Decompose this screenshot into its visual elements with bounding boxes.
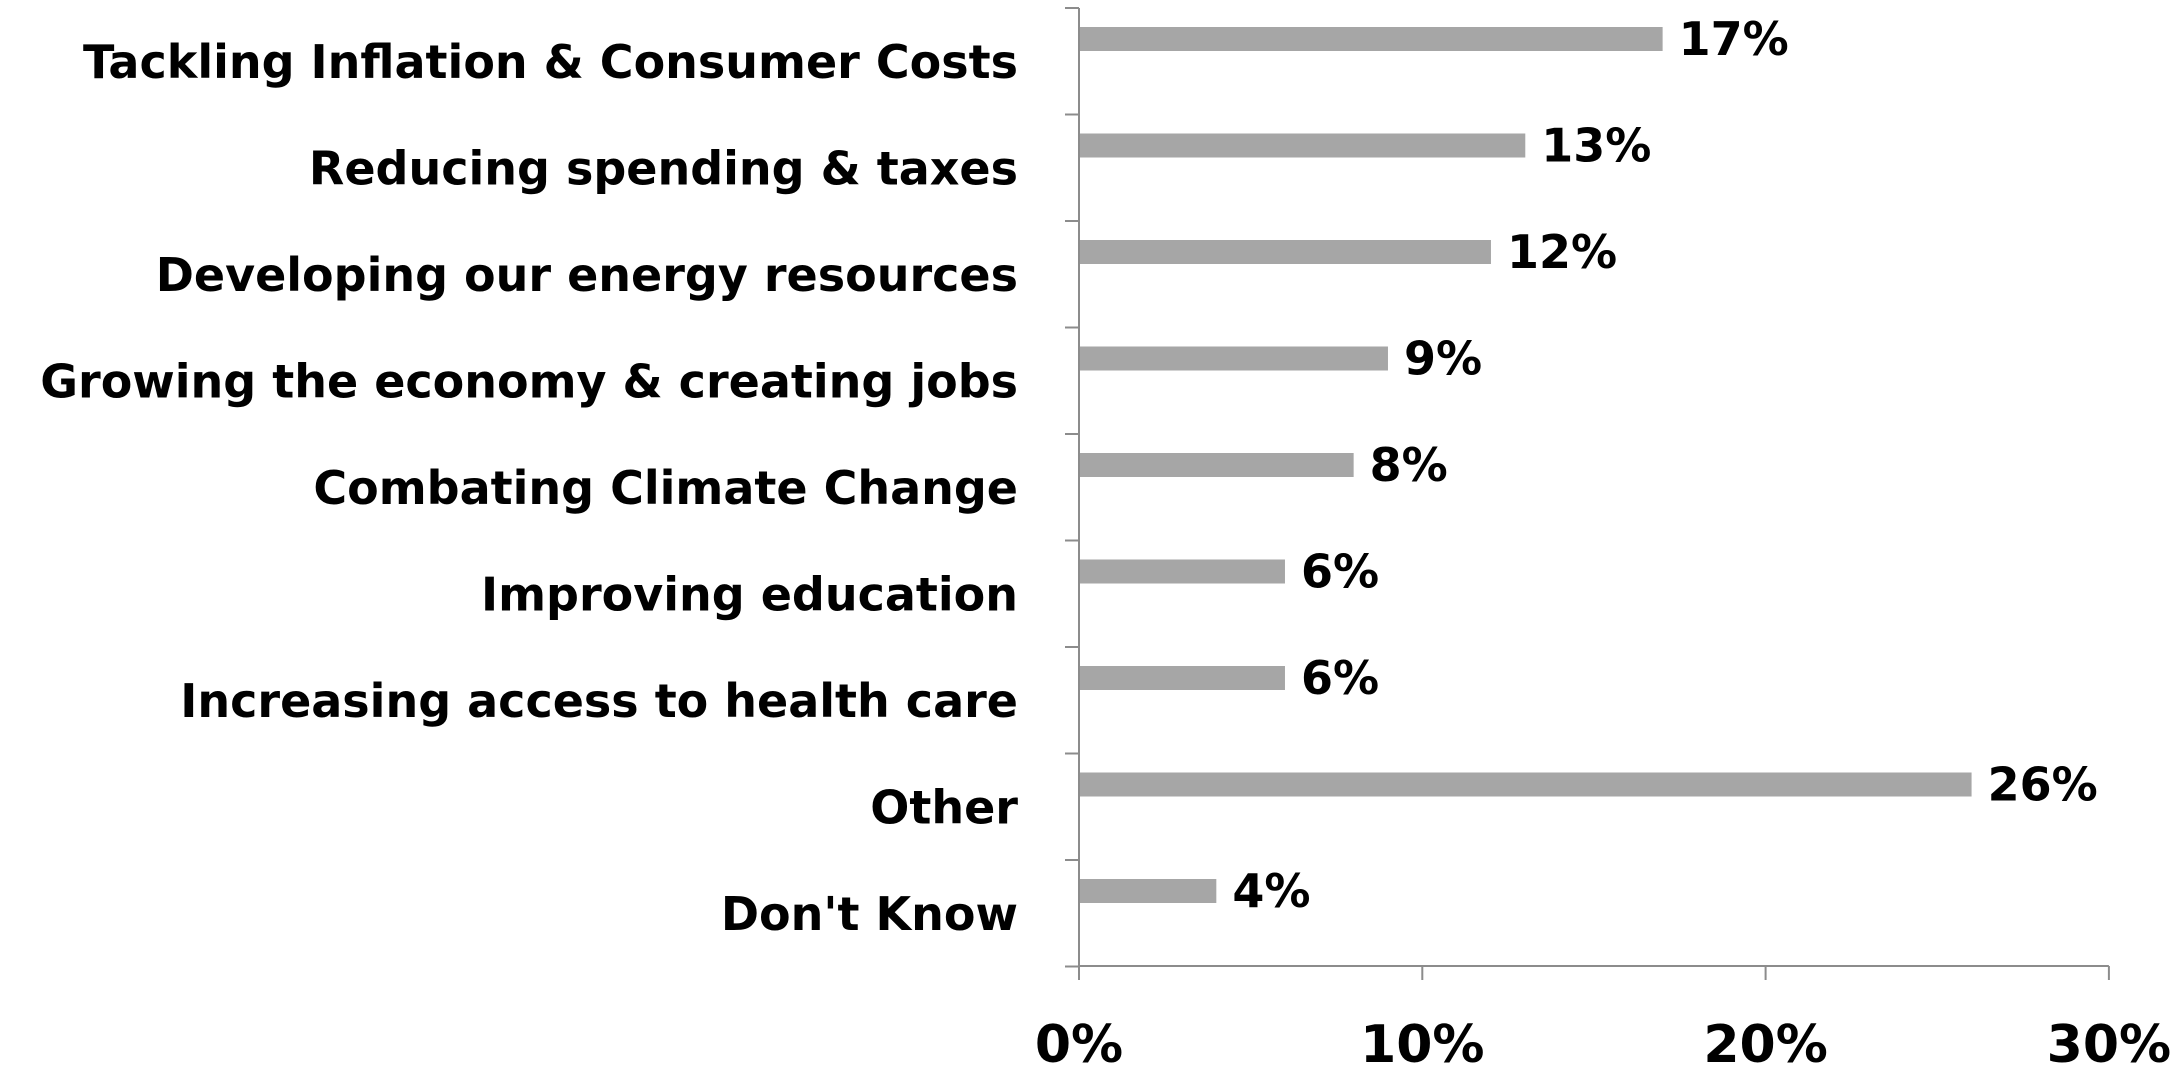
- data-label: 8%: [1370, 438, 1448, 492]
- category-label: Tackling Inflation & Consumer Costs: [83, 35, 1018, 89]
- data-labels: 17% 13% 12% 9% 8% 6% 6% 26% 4%: [1232, 12, 2097, 918]
- tick-marks: [1065, 7, 2110, 980]
- category-label: Developing our energy resources: [156, 248, 1018, 302]
- data-label: 26%: [1988, 758, 2098, 812]
- data-label: 9%: [1404, 332, 1482, 386]
- bar: [1079, 879, 1217, 903]
- category-label: Don't Know: [721, 887, 1018, 941]
- category-labels: Tackling Inflation & Consumer Costs Reduc…: [40, 35, 1018, 941]
- category-label: Other: [870, 781, 1018, 835]
- data-label: 13%: [1541, 119, 1651, 173]
- bar: [1079, 453, 1354, 477]
- category-label: Growing the economy & creating jobs: [40, 355, 1018, 409]
- bar: [1079, 559, 1285, 584]
- bar: [1079, 772, 1972, 797]
- x-tick-label: 20%: [1703, 1015, 1827, 1068]
- data-label: 4%: [1232, 864, 1310, 918]
- data-label: 6%: [1301, 545, 1379, 599]
- category-label: Improving education: [481, 568, 1018, 622]
- axes: [1078, 8, 2109, 967]
- data-label: 12%: [1507, 225, 1617, 279]
- category-label: Increasing access to health care: [180, 674, 1018, 728]
- category-label: Reducing spending & taxes: [309, 142, 1018, 196]
- bars: [1079, 27, 1972, 903]
- x-tick-label: 0%: [1035, 1015, 1123, 1068]
- bar: [1079, 240, 1491, 264]
- category-label: Combating Climate Change: [313, 461, 1018, 515]
- bar: [1079, 133, 1526, 158]
- x-tick-labels: 0% 10% 20% 30%: [1035, 1015, 2171, 1068]
- bar: [1079, 666, 1285, 690]
- x-tick-label: 30%: [2047, 1015, 2171, 1068]
- x-tick-label: 10%: [1360, 1015, 1484, 1068]
- bar: [1079, 346, 1388, 371]
- bar: [1079, 27, 1663, 51]
- data-label: 6%: [1301, 651, 1379, 705]
- data-label: 17%: [1679, 12, 1789, 66]
